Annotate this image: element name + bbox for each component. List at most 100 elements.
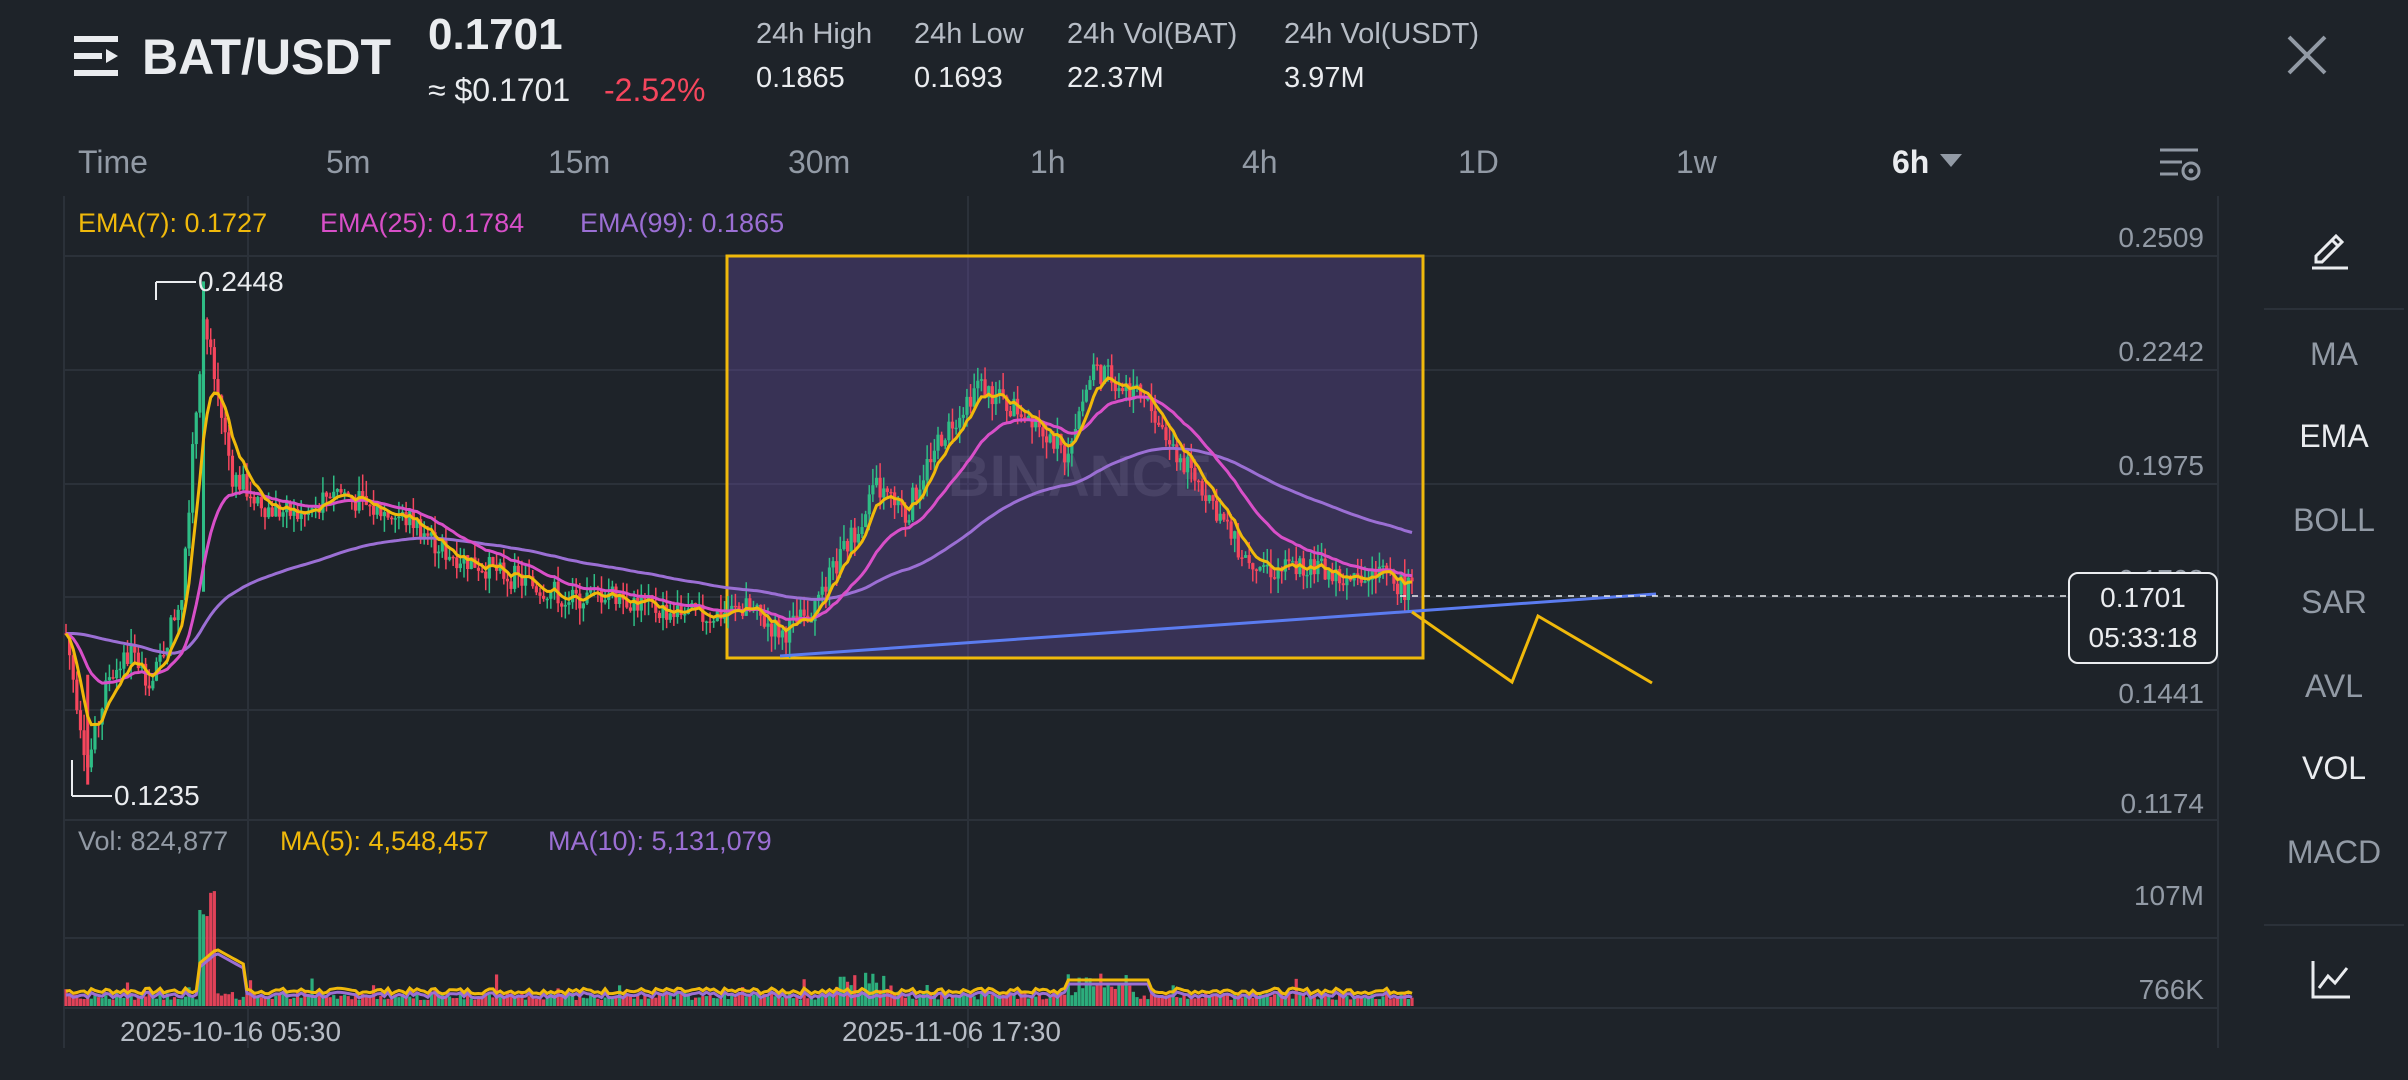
ema25-legend: EMA(25): 0.1784 (320, 208, 525, 238)
candle (1381, 565, 1385, 568)
menu-icon[interactable] (74, 36, 118, 76)
pencil-icon[interactable] (2308, 226, 2352, 270)
indicator-ema[interactable]: EMA (2299, 418, 2369, 454)
volume-bar (791, 998, 795, 1006)
volume-bar (1139, 998, 1143, 1006)
stat-24h-high-label: 24h High (756, 18, 873, 50)
trading-pair[interactable]: BAT/USDT (142, 29, 392, 85)
volume-bar (462, 999, 466, 1006)
chart-settings-icon[interactable] (2158, 144, 2202, 184)
candle (639, 597, 643, 611)
volume-bar (404, 996, 408, 1006)
volume-legend: Vol: 824,877 (78, 826, 229, 856)
volume-bar (270, 998, 274, 1006)
indicator-sar[interactable]: SAR (2301, 584, 2367, 620)
candle (1211, 495, 1215, 501)
volume-bar (737, 993, 741, 1006)
volume-bar (1128, 985, 1132, 1006)
candle (871, 485, 875, 495)
volume-bar (332, 995, 336, 1006)
volume-bar (534, 998, 538, 1006)
volume-bar (281, 992, 285, 1006)
volume-bar (317, 992, 321, 1006)
volume-bar (990, 994, 994, 1006)
volume-bar (621, 998, 625, 1006)
candle (1240, 557, 1244, 559)
candle (1052, 434, 1056, 449)
candle (523, 575, 528, 586)
candle (390, 517, 394, 520)
volume-bar (914, 999, 918, 1006)
indicator-ma[interactable]: MA (2310, 336, 2358, 372)
candle (299, 513, 303, 520)
tab-15m[interactable]: 15m (548, 144, 611, 180)
candle (1124, 383, 1128, 392)
volume-bar (599, 999, 604, 1006)
candle (773, 620, 777, 637)
stat-24h-low-label: 24h Low (914, 18, 1024, 50)
tab-1d[interactable]: 1D (1458, 144, 1499, 180)
tab-1h[interactable]: 1h (1030, 144, 1066, 180)
volume-bar (476, 999, 481, 1006)
candle (827, 567, 832, 592)
volume-bar (1160, 996, 1164, 1006)
candle (997, 389, 1002, 395)
candle (227, 432, 231, 456)
candle (1091, 364, 1096, 381)
volume-bar (263, 996, 267, 1006)
indicator-boll[interactable]: BOLL (2293, 502, 2375, 538)
tab-6h[interactable]: 6h (1892, 144, 1930, 180)
volume-bar (252, 992, 256, 1006)
candlestick-chart[interactable]: BINANCE (0, 196, 2220, 1056)
volume-bar (592, 995, 596, 1006)
candle (1218, 513, 1222, 521)
price-change-percent: -2.52% (604, 72, 706, 108)
candle (332, 491, 336, 498)
candle (1131, 385, 1135, 400)
volume-bar (295, 992, 300, 1006)
candle (1157, 422, 1161, 425)
candle (458, 563, 462, 569)
volume-bar (227, 994, 231, 1006)
volume-bar (1193, 998, 1197, 1006)
candle (563, 604, 567, 607)
current-price-tag: 0.1701 05:33:18 (2068, 572, 2218, 664)
volume-bar (223, 993, 227, 1006)
candle (531, 576, 535, 587)
volume-bar (444, 995, 448, 1006)
candle (589, 588, 593, 593)
close-icon[interactable] (2286, 34, 2328, 76)
volume-bar (469, 998, 473, 1006)
volume-bars (64, 891, 1414, 1006)
tab-4h[interactable]: 4h (1242, 144, 1278, 180)
volume-bar (715, 998, 719, 1006)
indicator-vol[interactable]: VOL (2301, 750, 2367, 786)
volume-bar (657, 994, 661, 1006)
volume-bar (1287, 993, 1291, 1006)
volume-bar (1026, 998, 1031, 1006)
volume-bar (827, 995, 832, 1006)
volume-bar (1135, 997, 1139, 1006)
volume-bar (1319, 993, 1324, 1006)
price-axis-label: 0.1174 (2120, 788, 2204, 819)
candle (440, 541, 444, 552)
line-chart-icon[interactable] (2310, 958, 2352, 1000)
indicator-macd[interactable]: MACD (2286, 834, 2382, 870)
tab-time[interactable]: Time (78, 144, 148, 180)
volume-bar (646, 998, 651, 1006)
volume-bar (335, 998, 339, 1006)
candle (1178, 458, 1183, 463)
tab-1w[interactable]: 1w (1676, 144, 1717, 180)
chevron-down-icon[interactable] (1940, 154, 1962, 168)
tab-5m[interactable]: 5m (326, 144, 371, 180)
volume-bar (400, 993, 405, 1006)
candle (1034, 420, 1038, 428)
volume-bar (1149, 993, 1154, 1006)
volume-bar (1005, 993, 1009, 1006)
candle (1207, 495, 1211, 501)
volume-bar (806, 998, 810, 1006)
current-price-value: 0.1701 (2100, 582, 2186, 613)
candle (701, 604, 705, 622)
indicator-avl[interactable]: AVL (2304, 668, 2364, 704)
tab-30m[interactable]: 30m (788, 144, 851, 180)
